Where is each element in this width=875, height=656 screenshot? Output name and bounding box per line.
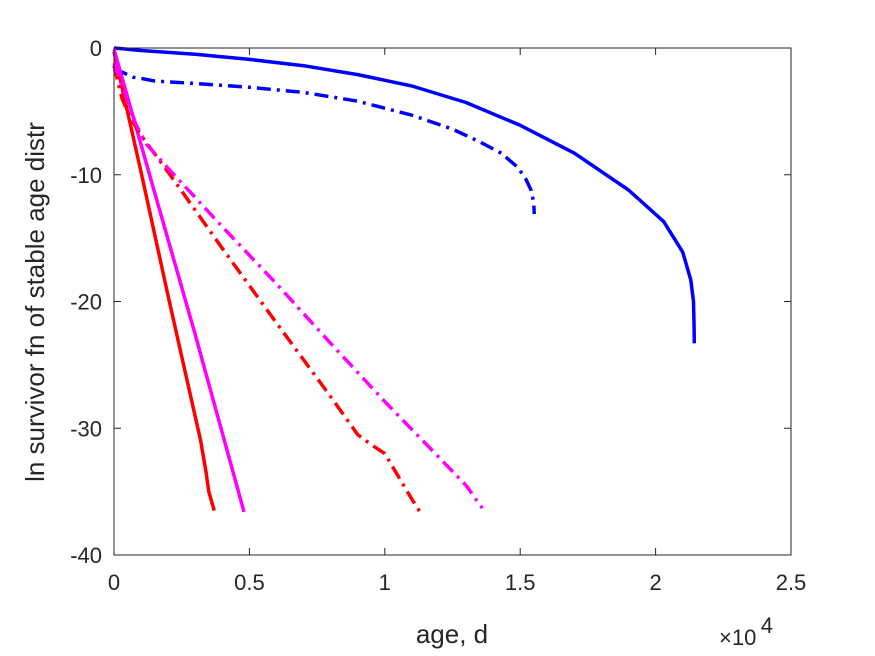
series-line-6 [112,62,484,510]
y-tick-label: 0 [90,36,102,61]
y-axis-label: ln survivor fn of stable age distr [20,122,50,482]
x-tick-label: 2.5 [776,570,807,595]
series-line-3 [112,51,216,512]
y-tick-label: -20 [70,290,102,315]
x-axis-multiplier-base: ×10 [719,625,756,650]
series-line-1 [113,46,697,344]
x-tick-label: 0 [108,570,120,595]
x-tick-label: 1.5 [505,570,536,595]
plot-background [114,48,791,555]
y-tick-label: -30 [70,416,102,441]
x-tick-label: 2 [649,570,661,595]
x-axis-multiplier: ×10 4 [719,613,773,650]
x-axis-ticks: 0 0.5 1 1.5 2 2.5 [108,48,806,595]
x-axis-label: age, d [416,619,488,649]
y-axis-ticks: 0 -10 -20 -30 -40 [70,36,791,568]
y-tick-label: -40 [70,543,102,568]
x-tick-label: 1 [379,570,391,595]
x-axis-multiplier-exponent: 4 [761,613,773,638]
series-line-5 [112,65,422,513]
y-tick-label: -10 [70,163,102,188]
series-line-2 [113,67,537,215]
series-layer [112,46,697,513]
x-tick-label: 0.5 [234,570,265,595]
